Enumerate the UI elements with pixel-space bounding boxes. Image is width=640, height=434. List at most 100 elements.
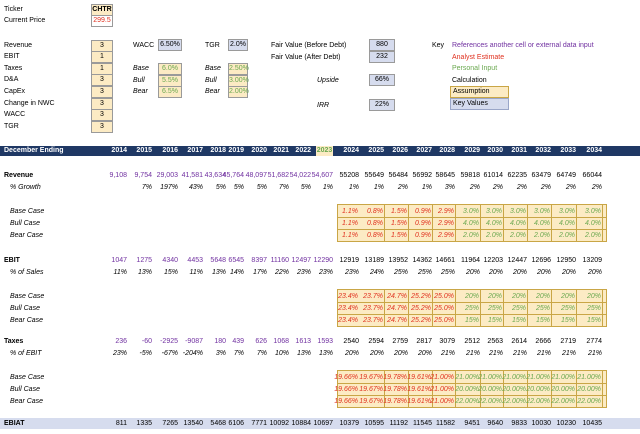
ebit-cell: 12290 [313,257,333,264]
cases1-value-2[interactable]: 6.5% [158,86,182,98]
cases2-label-0: Base [205,65,221,72]
rev-bear-cell: 2.0% [585,232,601,239]
ebiat-cell: 9833 [511,420,527,427]
taxes-cell: 2719 [560,338,576,345]
tax-base-cell: 21.00% [577,374,601,381]
tax-bull-cell: 20.00% [551,386,575,393]
tax-rate-cell: 20% [393,350,408,357]
wacc-value[interactable]: 6.50% [158,39,182,51]
wacc-label: WACC [133,42,155,49]
input-value-0[interactable]: 3 [91,40,113,52]
cases1-value-1[interactable]: 5.5% [158,74,182,87]
ebiat-cell: 7265 [162,420,178,427]
ebit-cell: 12447 [507,257,527,264]
ebit-cell: 12497 [291,257,311,264]
cases1-value-0[interactable]: 6.0% [158,63,182,75]
rev-bull-cell: 4.0% [559,220,575,227]
price-value[interactable]: 299.5 [91,15,113,27]
upside-label: Upside [317,77,339,84]
cases2-label-1: Bull [205,76,217,84]
revenue-cell: 41,581 [181,172,203,179]
ebit-margin-label: % of Sales [10,269,44,276]
ebit-margin-cell: 25% [417,269,432,276]
tax-rate-cell: 13% [296,350,311,357]
ebit-cell: 4340 [162,257,178,264]
ebit-cell: 12950 [556,257,576,264]
scenario-block [337,370,607,408]
ebit-cell: 14661 [435,257,455,264]
cases2-value-2[interactable]: 2.00% [228,86,249,98]
ebiat-cell: 9451 [464,420,480,427]
cases1-label-0: Base [133,65,149,72]
tax-bear-cell: 19.78% [383,398,407,405]
tax-rate-cell: 7% [256,350,267,357]
ebit-margin-cell: 25% [440,269,455,276]
taxes-cell: 2512 [464,338,480,345]
rev-bear-cell: 2.0% [510,232,526,239]
ebit-margin-cell: 20% [512,269,527,276]
input-value-4[interactable]: 3 [91,86,113,98]
irr-value[interactable]: 22% [369,99,395,111]
scenario-block [337,289,607,327]
input-label-4: CapEx [4,88,26,95]
input-value-3[interactable]: 3 [91,74,113,86]
cases2-value-1[interactable]: 3.00% [228,74,249,87]
tax-bear-cell: 21.00% [430,398,454,405]
cases2-value-0[interactable]: 2.50% [228,63,249,75]
tax-bull-cell: 20.00% [526,386,550,393]
tax-bull-cell: 19.66% [334,386,358,393]
revenue-cell: 55208 [339,172,359,179]
ebit-cell: 14362 [412,257,432,264]
tgr-value[interactable]: 2.0% [228,39,248,51]
tax-rate-cell: 21% [440,350,455,357]
ebit-margin-cell: 14% [229,269,244,276]
ebit-margin-cell: 17% [252,269,267,276]
rev-bear-cell: 2.0% [486,232,502,239]
ebit-base-cell: 20% [535,293,550,300]
tax-bull-cell: 20.00% [502,386,526,393]
upside-value[interactable]: 66% [369,74,395,86]
ebit-cell: 12919 [339,257,359,264]
rev-bull-cell: 0.8% [367,220,383,227]
tax-bull-cell: 19.61% [407,386,431,393]
ebit-cell: 1275 [136,257,152,264]
year-2034: 2034 [586,147,602,154]
year-2014: 2014 [111,147,127,154]
rev-growth-cell: 5% [215,184,226,191]
rev-bear-cell: 2.0% [463,232,479,239]
tax-base-cell: 19.61% [407,374,431,381]
fair-before-value[interactable]: 880 [369,39,395,51]
year-2015: 2015 [136,147,152,154]
ebit-cell: 13952 [388,257,408,264]
tax-rate-cell: 21% [561,350,576,357]
tax-bear-cell: 19.67% [359,398,383,405]
taxes-cell: -2925 [160,338,178,345]
tax-rate-cell: 23% [112,350,127,357]
ebit-margin-cell: 20% [561,269,576,276]
taxes-cell: -9087 [185,338,203,345]
revenue-cell: 61014 [483,172,503,179]
fair-after-value[interactable]: 232 [369,51,395,63]
input-value-6[interactable]: 3 [91,109,113,121]
tax-base-cell: 19.67% [359,374,383,381]
input-value-7[interactable]: 3 [91,121,113,133]
table-header: December Ending 2014 2015 2016 2017 2018 2019… [0,146,640,156]
taxes-label: Taxes [4,338,24,345]
ebit-margin-cell: 15% [163,269,178,276]
revenue-cell: 54,022 [289,172,311,179]
rev-bull-cell: 2.9% [438,220,454,227]
rev-growth-cell: 43% [188,184,203,191]
tax-rate-label: % of EBIT [10,350,42,357]
ebit-cell: 5648 [210,257,226,264]
rev-base-cell: 3.0% [585,208,601,215]
input-label-3: D&A [4,76,19,83]
rev-growth-cell: 1% [322,184,333,191]
year-2027: 2027 [416,147,432,154]
input-value-1[interactable]: 1 [91,51,113,63]
irr-label: IRR [317,102,330,109]
ebit-cell: 11964 [461,257,480,264]
tax-bear-cell: 22.00% [577,398,601,405]
year-2028: 2028 [439,147,455,154]
key-item-personal: Personal Input [452,65,498,72]
rev-bear-label: Bear Case [10,232,44,239]
